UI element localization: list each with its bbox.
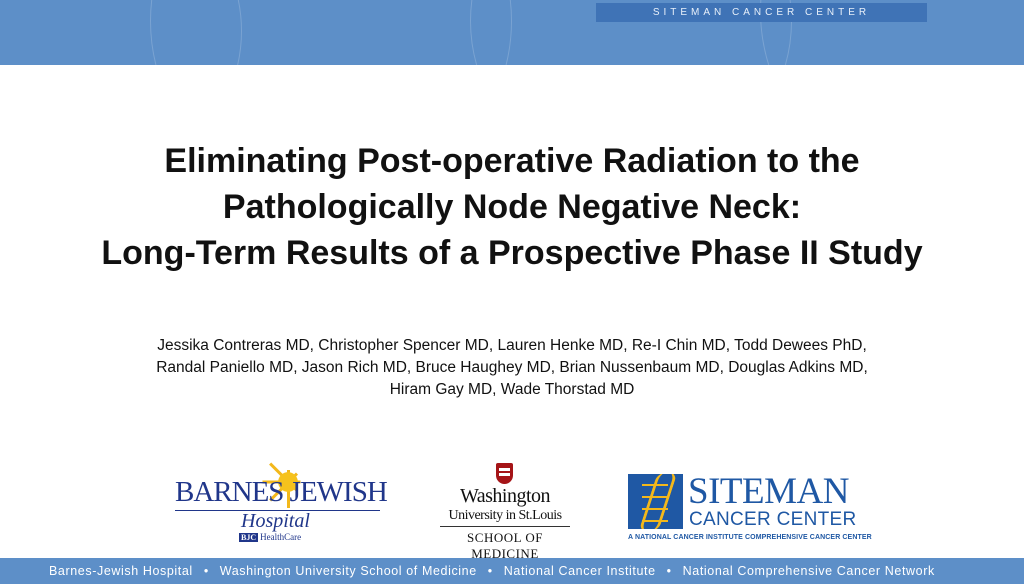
siteman-subtitle: CANCER CENTER: [689, 509, 857, 530]
dna-rung: [642, 496, 668, 498]
brand-tab: SITEMAN CANCER CENTER: [596, 3, 927, 22]
wu-school: SCHOOL OF MEDICINE: [467, 530, 543, 561]
footer-item: National Comprehensive Cancer Network: [682, 564, 935, 578]
siteman-tagline: A NATIONAL CANCER INSTITUTE COMPREHENSIV…: [628, 534, 872, 541]
wu-university: University in St.Louis: [440, 508, 570, 527]
author-list: Jessika Contreras MD, Christopher Spence…: [40, 335, 984, 401]
bjc-mark: BJC: [239, 533, 259, 542]
footer-separator: •: [487, 564, 493, 578]
author-line: Randal Paniello MD, Jason Rich MD, Bruce…: [156, 359, 868, 376]
footer-item: National Cancer Institute: [503, 564, 656, 578]
siteman-name: SITEMAN: [688, 471, 849, 512]
title-line: Pathologically Node Negative Neck:: [222, 188, 802, 226]
bjh-rule: [175, 510, 380, 511]
bjh-hospital: Hospital: [241, 510, 310, 532]
author-line: Jessika Contreras MD, Christopher Spence…: [157, 337, 867, 354]
decorative-arc: [760, 0, 1024, 65]
title-line: Eliminating Post-operative Radiation to …: [164, 142, 860, 180]
healthcare-label: HealthCare: [260, 532, 302, 542]
wu-name: Washington: [459, 485, 551, 507]
bjc-healthcare: BJC HealthCare: [239, 532, 301, 542]
siteman-logo: SITEMAN CANCER CENTER A NATIONAL CANCER …: [628, 471, 888, 548]
barnes-jewish-logo: BARNES JEWISH Hospital BJC HealthCare: [175, 462, 388, 545]
dna-rung: [642, 520, 668, 522]
author-line: Hiram Gay MD, Wade Thorstad MD: [389, 381, 635, 398]
slide-title: Eliminating Post-operative Radiation to …: [20, 138, 1004, 276]
dna-rung: [642, 484, 668, 486]
bjh-name: BARNES JEWISH: [175, 476, 388, 508]
footer-separator: •: [666, 564, 672, 578]
dna-icon: [628, 474, 683, 529]
sun-icon: [272, 466, 304, 498]
title-line: Long-Term Results of a Prospective Phase…: [101, 234, 923, 272]
shield-icon: [496, 463, 513, 484]
footer-item: Washington University School of Medicine: [219, 564, 477, 578]
dna-rung: [642, 508, 668, 510]
washington-university-logo: Washington University in St.Louis SCHOOL…: [440, 463, 570, 561]
header-band: SITEMAN CANCER CENTER: [0, 0, 1024, 65]
footer-item: Barnes-Jewish Hospital: [49, 564, 193, 578]
footer-band: Barnes-Jewish Hospital • Washington Univer…: [0, 558, 1024, 584]
footer-separator: •: [203, 564, 209, 578]
footer-items: Barnes-Jewish Hospital • Washington Univer…: [49, 558, 935, 584]
decorative-arc: [150, 0, 512, 65]
